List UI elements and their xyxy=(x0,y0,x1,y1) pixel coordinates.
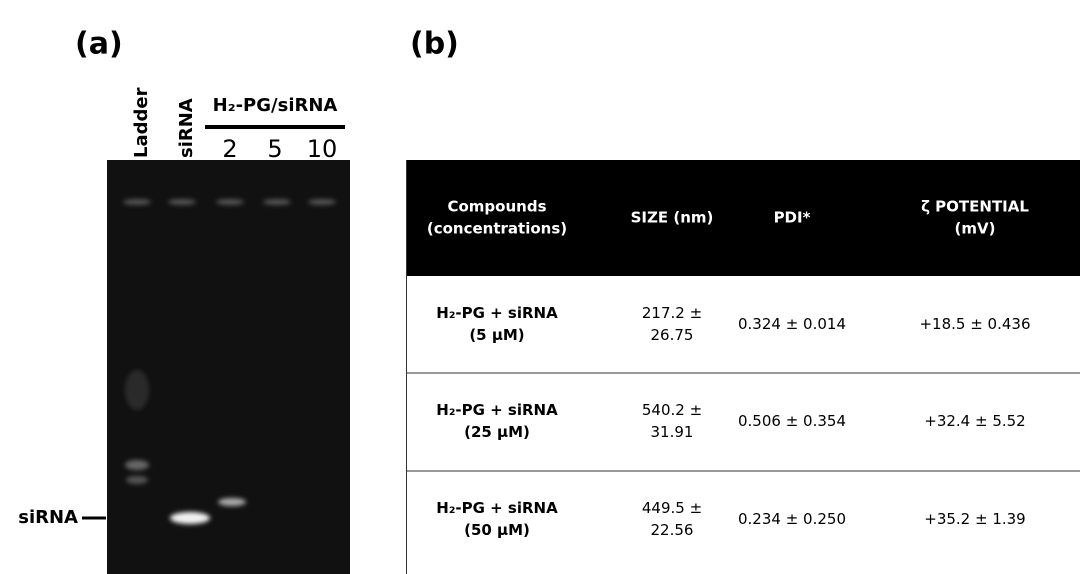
table-cell: (concentrations) xyxy=(427,220,567,238)
lane-number: 2 xyxy=(222,135,237,163)
gel-wells xyxy=(123,199,336,524)
lane-label: Ladder xyxy=(131,87,152,158)
lane-number: 10 xyxy=(307,135,338,163)
table-cell: 0.324 ± 0.014 xyxy=(738,315,846,333)
panel-label: (a) xyxy=(75,27,123,62)
table-cell: 0.234 ± 0.250 xyxy=(738,510,846,528)
panel-label: (b) xyxy=(410,27,459,62)
lane-label: siRNA xyxy=(176,98,197,158)
table-cell: PDI* xyxy=(774,209,811,227)
table-cell: (mV) xyxy=(955,220,996,238)
table-cell: 0.506 ± 0.354 xyxy=(738,412,846,430)
table-header xyxy=(406,160,1080,276)
lane-number: 5 xyxy=(267,135,282,163)
table-cell: ζ POTENTIAL xyxy=(921,198,1029,216)
table-cell: +32.4 ± 5.52 xyxy=(924,412,1025,430)
table-cell: Compounds xyxy=(447,198,546,216)
table-cell: 217.2 ± xyxy=(642,304,702,322)
table-cell: SIZE (nm) xyxy=(631,209,714,227)
group-label: H₂-PG/siRNA xyxy=(213,95,338,116)
table-cell: 540.2 ± xyxy=(642,401,702,419)
table-cell: H₂-PG + siRNA xyxy=(436,499,558,517)
table-cell: +35.2 ± 1.39 xyxy=(924,510,1025,528)
table-cell: 22.56 xyxy=(651,521,694,539)
table-cell: 449.5 ± xyxy=(642,499,702,517)
table-cell: 26.75 xyxy=(651,326,694,344)
band-label: siRNA xyxy=(18,507,78,528)
table-cell: 31.91 xyxy=(651,423,694,441)
table-cell: (5 μM) xyxy=(469,326,524,344)
table-cell: (50 μM) xyxy=(464,521,530,539)
table-cell: H₂-PG + siRNA xyxy=(436,304,558,322)
gel-image xyxy=(107,160,350,574)
table-cell: +18.5 ± 0.436 xyxy=(919,315,1030,333)
table-cell: (25 μM) xyxy=(464,423,530,441)
table-cell: H₂-PG + siRNA xyxy=(436,401,558,419)
